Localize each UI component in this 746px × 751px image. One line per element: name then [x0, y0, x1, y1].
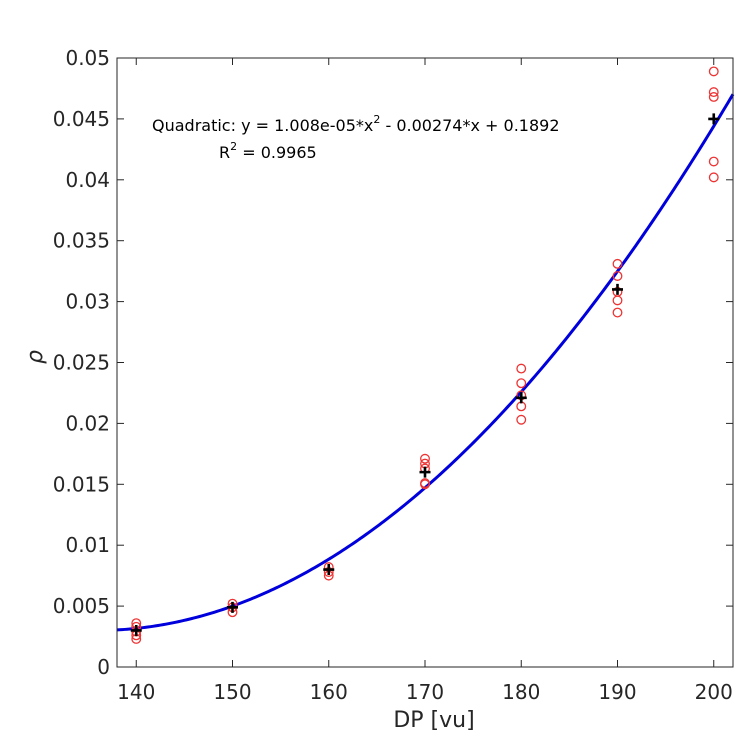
- mean-point: [227, 601, 238, 613]
- mean-point: [612, 283, 623, 295]
- y-axis-ticks: 0 0.005 0.01 0.015 0.02 0.025 0.03 0.035 0.04 0.0…: [53, 46, 733, 679]
- x-tick-label: 180: [502, 680, 540, 704]
- sample-point: [516, 363, 527, 374]
- sample-point: [708, 87, 719, 98]
- y-tick-label: 0.015: [53, 472, 110, 496]
- fit-annotation: Quadratic: y = 1.008e-05*x2 - 0.00274*x …: [152, 113, 560, 162]
- x-axis-ticks: 140 150 160 170 180 190 200: [117, 58, 733, 704]
- sample-point: [708, 66, 719, 77]
- fit-r-squared: R2 = 0.9965: [219, 140, 317, 162]
- mean-point: [515, 392, 527, 404]
- y-tick-label: 0: [97, 655, 110, 679]
- r-squared-exponent: 2: [230, 140, 237, 153]
- y-tick-label: 0.04: [65, 168, 110, 192]
- mean-point: [708, 113, 720, 125]
- y-tick-label: 0.035: [53, 229, 110, 253]
- mean-point: [130, 624, 142, 636]
- mean-point: [323, 564, 335, 576]
- sample-point: [420, 453, 430, 464]
- x-tick-label: 190: [598, 680, 636, 704]
- sample-point: [708, 172, 719, 183]
- y-tick-label: 0.005: [53, 594, 110, 618]
- axes-background: [117, 58, 733, 667]
- y-tick-label: 0.01: [65, 533, 110, 557]
- y-tick-label: 0.05: [65, 46, 110, 70]
- x-tick-label: 160: [310, 680, 348, 704]
- means-layer: [130, 113, 720, 636]
- r-squared-prefix: R: [219, 143, 230, 162]
- x-tick-label: 140: [117, 680, 155, 704]
- y-tick-label: 0.045: [53, 107, 110, 131]
- y-axis-label: ρ: [23, 350, 48, 364]
- y-tick-label: 0.025: [53, 351, 110, 375]
- sample-point: [612, 258, 623, 269]
- sample-point: [612, 295, 623, 306]
- y-tick-label: 0.02: [65, 411, 110, 435]
- sample-point: [708, 156, 719, 167]
- fit-equation-exponent: 2: [373, 113, 380, 126]
- r-squared-suffix: = 0.9965: [237, 143, 317, 162]
- fit-equation-suffix: - 0.00274*x + 0.1892: [380, 116, 559, 135]
- sample-point: [612, 307, 623, 318]
- x-tick-label: 170: [406, 680, 444, 704]
- sample-point: [708, 92, 719, 102]
- x-tick-label: 150: [213, 680, 251, 704]
- sample-point: [516, 414, 527, 425]
- x-axis-label: DP [vu]: [393, 708, 474, 733]
- x-tick-label: 200: [695, 680, 733, 704]
- sample-point: [516, 378, 527, 389]
- sample-point: [612, 271, 623, 281]
- mean-point: [419, 466, 431, 478]
- sample-point: [420, 479, 430, 490]
- fit-equation-prefix: Quadratic: y = 1.008e-05*x: [152, 116, 373, 135]
- y-tick-label: 0.03: [65, 290, 110, 314]
- plot-area: 140 150 160 170 180 190 200 0 0.005 0.01 0.015 0.0…: [53, 46, 735, 704]
- fit-equation: Quadratic: y = 1.008e-05*x2 - 0.00274*x …: [152, 113, 560, 135]
